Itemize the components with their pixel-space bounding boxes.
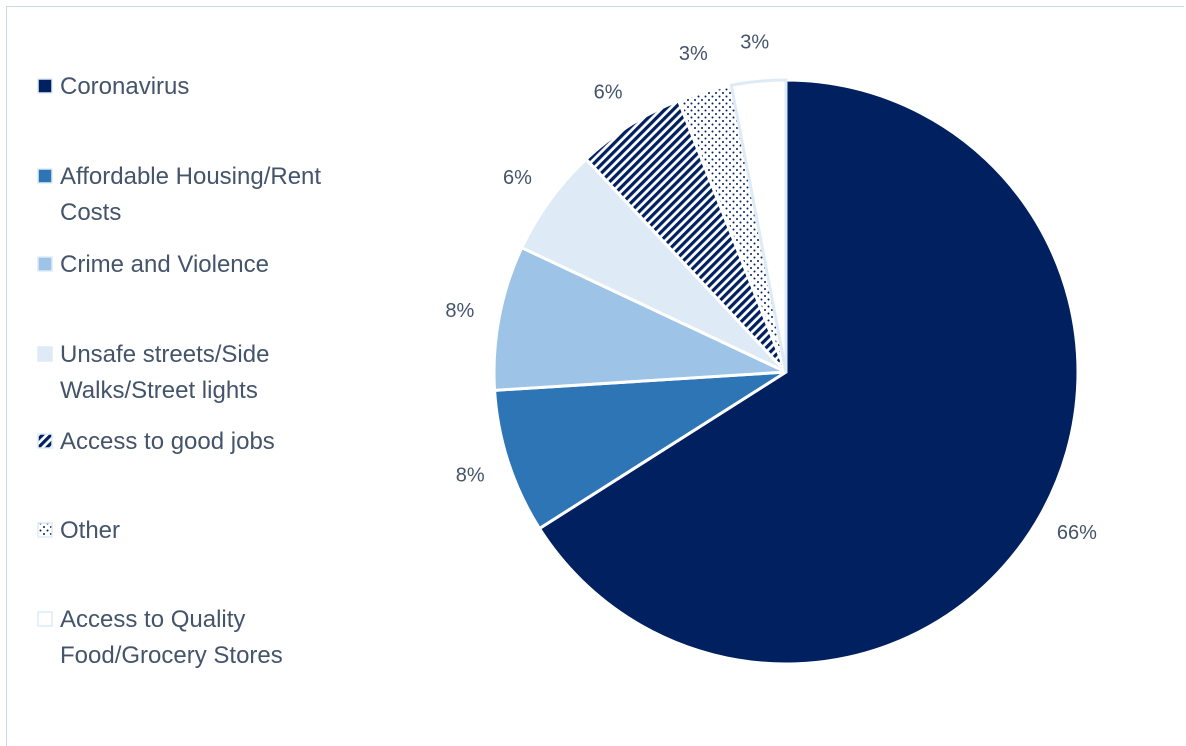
legend-item-4: Unsafe streets/Side Walks/Street lights — [37, 341, 269, 404]
legend-label: Crime and Violence — [60, 251, 269, 278]
legend-swatch — [37, 522, 53, 538]
legend-label: Unsafe streets/Side Walks/Street lights — [60, 341, 269, 404]
slice-labels: 66% 8% 8% 6% 6% 3% 3% — [445, 31, 1097, 543]
slice-label-1: 66% — [1057, 522, 1097, 544]
slice-label-2: 8% — [456, 465, 485, 487]
legend: Coronavirus Affordable Housing/Rent Costs C… — [37, 73, 321, 669]
slice-label-3: 8% — [445, 300, 474, 322]
legend-label: Other — [60, 517, 120, 544]
legend-swatch — [37, 611, 53, 627]
legend-label: Affordable Housing/Rent Costs — [60, 163, 321, 226]
pie-slices — [492, 78, 1080, 666]
legend-label: Access to Quality Food/Grocery Stores — [60, 606, 283, 669]
slice-label-4: 6% — [503, 167, 532, 189]
pie-slice-2 — [493, 370, 788, 530]
chart-frame — [6, 6, 1184, 746]
legend-swatch — [37, 256, 53, 272]
slice-label-6: 3% — [679, 43, 708, 65]
pie-slice-1 — [537, 78, 1080, 666]
legend-label: Access to good jobs — [60, 428, 275, 455]
legend-item-3: Crime and Violence — [37, 251, 269, 278]
legend-swatch — [37, 346, 53, 362]
legend-swatch — [37, 168, 53, 184]
legend-item-5: Access to good jobs — [37, 428, 275, 455]
legend-label: Coronavirus — [60, 73, 189, 100]
legend-item-7: Access to Quality Food/Grocery Stores — [37, 606, 283, 669]
legend-swatch — [37, 433, 53, 449]
legend-item-6: Other — [37, 517, 120, 544]
slice-label-7: 3% — [740, 31, 769, 53]
pie-slice-3 — [492, 246, 788, 392]
legend-item-2: Affordable Housing/Rent Costs — [37, 163, 321, 226]
slice-label-5: 6% — [594, 82, 623, 104]
legend-item-1: Coronavirus — [37, 73, 189, 100]
pie-slice-7 — [729, 78, 788, 374]
legend-swatch — [37, 78, 53, 94]
